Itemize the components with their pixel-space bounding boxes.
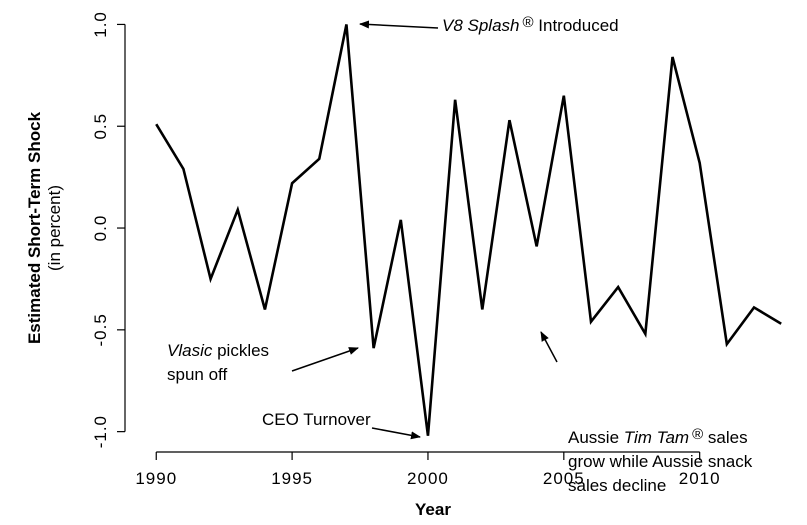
annotation-part: pickles (212, 341, 269, 360)
x-tick-label: 2005 (543, 469, 585, 488)
y-axis-label: Estimated Short-Term Shock (25, 111, 44, 344)
y-tick-label: 1.0 (91, 11, 110, 38)
annotation-part: Tim Tam (624, 428, 689, 447)
annotation-part: spun off (167, 365, 227, 384)
annotation: V8 Splash ® Introduced (442, 14, 619, 35)
x-tick-label: 2010 (679, 469, 721, 488)
annotation: spun off (167, 365, 227, 384)
x-tick-label: 1990 (135, 469, 177, 488)
line (155, 24, 782, 436)
annotation-part: Aussie (568, 428, 624, 447)
annotation-part: Introduced (534, 16, 619, 35)
annotation-part: ® (523, 14, 534, 31)
arrow (540, 331, 558, 363)
annotation: sales decline (568, 476, 666, 495)
y-tick-label: -0.5 (91, 313, 110, 346)
x-tick-label: 1995 (271, 469, 313, 488)
x-axis-label: Year (415, 500, 451, 519)
annotation-part: sales decline (568, 476, 666, 495)
y-tick-label: 0.0 (91, 215, 110, 242)
annotation: Vlasic pickles (167, 341, 269, 360)
annotation: CEO Turnover (262, 410, 371, 429)
arrow (291, 347, 359, 372)
annotation-part: grow while Aussie snack (568, 452, 753, 471)
y-axis-sublabel: (in percent) (45, 185, 64, 271)
annotation-part: ® (692, 426, 703, 443)
arrow (359, 20, 439, 29)
annotation-part: sales (703, 428, 747, 447)
y-tick-label: -1.0 (91, 415, 110, 448)
annotation-part: CEO Turnover (262, 410, 371, 429)
annotation: Aussie Tim Tam ® sales (568, 426, 748, 447)
annotation: grow while Aussie snack (568, 452, 753, 471)
arrow (371, 427, 421, 440)
annotation-part: V8 Splash (442, 16, 520, 35)
annotation-part: Vlasic (167, 341, 213, 360)
x-tick-label: 2000 (407, 469, 449, 488)
y-tick-label: 0.5 (91, 113, 110, 140)
